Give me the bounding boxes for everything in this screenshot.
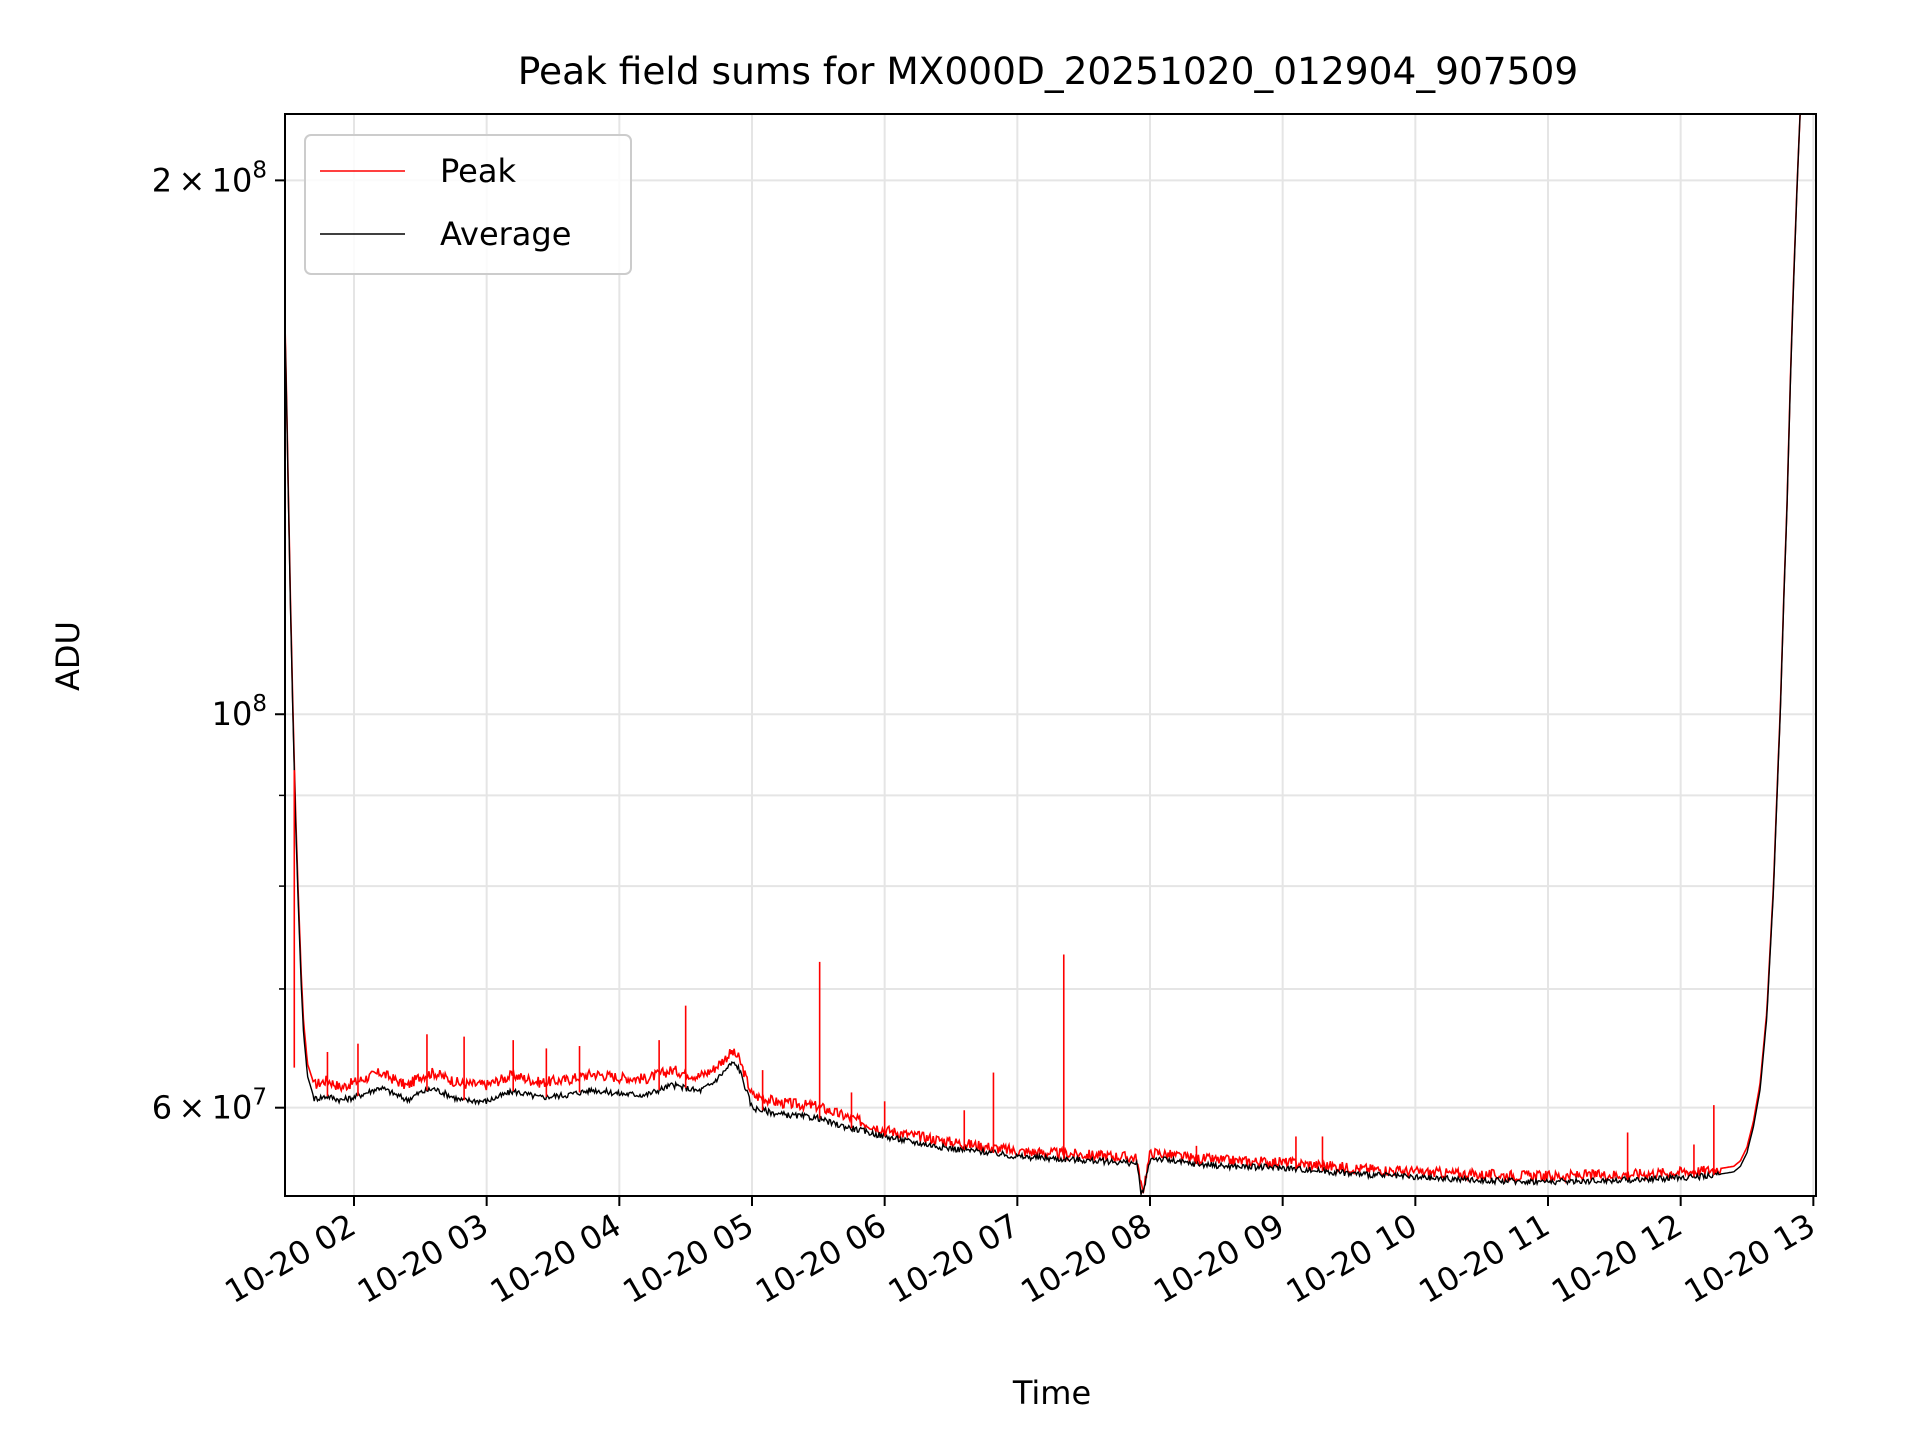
peak-series-line [285,114,1801,1194]
grid-lines [285,114,1816,1196]
y-tick-label: 2 × 108 [152,157,267,199]
legend: Peak Average [304,134,632,275]
average-series-line [285,114,1801,1195]
x-axis-label: Time [1012,1374,1091,1412]
y-axis-label: ADU [49,621,87,691]
legend-average-label: Average [440,215,571,253]
y-tick-exponent: 7 [252,1085,267,1111]
y-tick-exponent: 8 [252,691,267,717]
y-tick-label: 108 [212,691,267,733]
legend-box [304,134,632,275]
plot-area-frame [284,113,1817,1197]
y-tick-base: 10 [212,695,253,733]
y-tick-exponent: 8 [252,157,267,183]
chart-title: Peak field sums for MX000D_20251020_0129… [518,49,1579,93]
y-tick-label: 6 × 107 [152,1085,267,1127]
y-tick-base: 2 × 10 [152,161,253,199]
y-tick-base: 6 × 10 [152,1089,253,1127]
legend-peak-label: Peak [440,152,516,190]
series-layer [285,114,1801,1195]
